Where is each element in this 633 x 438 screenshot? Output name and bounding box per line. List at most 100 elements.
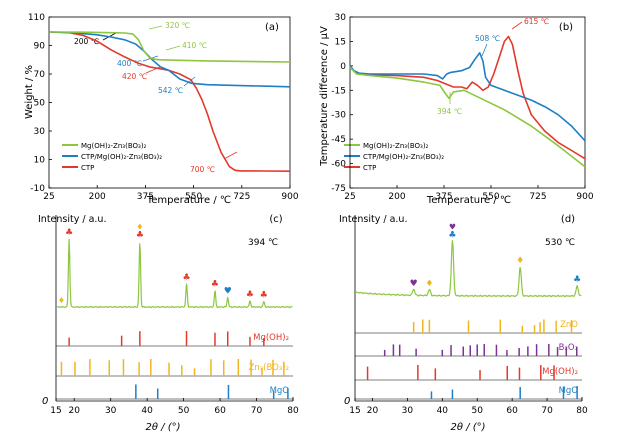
panel-a-annotations: 200 ℃ 320 ℃ 410 ℃ 400 ℃ 420 ℃ 542 ℃ 700 … bbox=[74, 21, 238, 174]
xtick-label-c-6: 70 bbox=[251, 406, 263, 416]
ytick-label-a-0: -10 bbox=[30, 184, 45, 194]
ann-a-410: 410 ℃ bbox=[182, 41, 207, 50]
xtick-label-d-4: 50 bbox=[472, 406, 484, 416]
peak-marker-c-0: ♣ bbox=[65, 228, 73, 238]
series-b-1-line bbox=[349, 51, 586, 142]
xtick-label-b-3: 550 bbox=[482, 192, 499, 202]
ytick-label-a-2: 30 bbox=[34, 127, 46, 137]
panel-d-xrd-chart: Intensity / a.u. 2θ / (°) (d) 530 ℃ 0 15… bbox=[339, 214, 588, 433]
xtick-label-c-0: 15 bbox=[50, 406, 61, 416]
panel-b-xlabel: Temperature / ℃ bbox=[426, 195, 511, 206]
panel-b-dta-chart: Temperature difference / μV Temperature … bbox=[319, 13, 594, 206]
ytick-label-b-4: -15 bbox=[331, 86, 346, 96]
panel-a-ylabel: Weight / % bbox=[24, 65, 35, 119]
ann-a-420: 420 ℃ bbox=[122, 72, 147, 81]
ann-b-615-arrow bbox=[511, 21, 523, 30]
xtick-label-d-5: 60 bbox=[506, 406, 518, 416]
xtick-label-a-1: 200 bbox=[89, 192, 106, 202]
ann-a-400: 400 ℃ bbox=[117, 59, 142, 68]
panel-c-xlabel: 2θ / (°) bbox=[145, 422, 180, 433]
panel-d-pattern-line bbox=[355, 240, 582, 298]
ytick-label-a-5: 90 bbox=[34, 42, 46, 52]
ann-a-700-arrow bbox=[223, 151, 238, 160]
panel-a-tga-chart: Weight / % Temperature / ℃ (a) Mg(OH)₂-Z… bbox=[24, 13, 299, 206]
panel-d-ylabel: Intensity / a.u. bbox=[339, 214, 407, 225]
xtick-label-d-0: 15 bbox=[349, 406, 360, 416]
panel-d-temperature: 530 ℃ bbox=[545, 238, 575, 248]
panel-c-xrd-chart: Intensity / a.u. 2θ / (°) (c) 394 ℃ 0 15… bbox=[38, 214, 299, 433]
panel-c-label: (c) bbox=[269, 214, 282, 225]
ytick-label-a-4: 70 bbox=[34, 70, 46, 80]
xtick-label-a-5: 900 bbox=[281, 192, 298, 202]
legend-a-2-label: CTP bbox=[81, 164, 94, 172]
ytick-label-b-3: -30 bbox=[331, 111, 346, 121]
legend-a-1-label: CTP/Mg(OH)₂-Zn₃(BO₃)₂ bbox=[81, 153, 162, 161]
xtick-label-d-1: 20 bbox=[367, 406, 379, 416]
legend-b-2-label: CTP bbox=[363, 164, 376, 172]
ann-a-410-arrow bbox=[165, 45, 181, 51]
xtick-label-b-0: 25 bbox=[344, 192, 355, 202]
ann-b-508: 508 ℃ bbox=[475, 34, 500, 43]
legend-b-0-label: Mg(OH)₂-Zn₃(BO₃)₂ bbox=[363, 142, 429, 150]
ann-a-542: 542 ℃ bbox=[158, 86, 183, 95]
peak-extra-marker-d-2: ♥ bbox=[449, 222, 456, 231]
side-marker-c-0: ♦ bbox=[58, 296, 65, 305]
peak-marker-c-3: ♣ bbox=[211, 280, 219, 290]
xtick-label-c-2: 30 bbox=[105, 406, 117, 416]
xtick-label-a-0: 25 bbox=[43, 192, 54, 202]
legend-b-1-label: CTP/Mg(OH)₂-Zn₃(BO₃)₂ bbox=[363, 153, 444, 161]
peak-marker-c-4: ♥ bbox=[224, 286, 232, 296]
ytick-label-b-2: -45 bbox=[331, 135, 346, 145]
peak-marker-d-0: ♥ bbox=[410, 279, 418, 289]
panel-a-legend: Mg(OH)₂-Zn₃(BO₃)₂ CTP/Mg(OH)₂-Zn₃(BO₃)₂ … bbox=[62, 142, 162, 172]
panel-d-label: (d) bbox=[561, 214, 575, 225]
peak-marker-c-6: ♣ bbox=[260, 291, 268, 301]
xtick-label-b-5: 900 bbox=[576, 192, 593, 202]
ann-a-700: 700 ℃ bbox=[190, 165, 215, 174]
ytick-label-b-1: -60 bbox=[331, 160, 346, 170]
ytick-label-b-6: 15 bbox=[335, 37, 346, 47]
xtick-label-c-7: 80 bbox=[287, 406, 299, 416]
peak-marker-d-2: ♣ bbox=[448, 230, 456, 240]
xtick-label-b-4: 725 bbox=[529, 192, 546, 202]
panel-c-zero: 0 bbox=[42, 396, 48, 407]
ref-label-d-2: Mg(OH)₂ bbox=[542, 367, 578, 377]
panel-c-temperature: 394 ℃ bbox=[248, 238, 278, 248]
xtick-label-d-6: 70 bbox=[541, 406, 553, 416]
panel-a-label: (a) bbox=[265, 22, 279, 33]
xtick-label-b-1: 200 bbox=[388, 192, 405, 202]
panel-c-ylabel: Intensity / a.u. bbox=[38, 214, 106, 225]
ann-b-394: 394 ℃ bbox=[437, 107, 462, 116]
panel-c-pattern-line bbox=[56, 238, 293, 309]
peak-marker-c-1: ♣ bbox=[136, 231, 144, 241]
panel-a-xlabel: Temperature / ℃ bbox=[146, 195, 231, 206]
ref-label-d-3: MgO bbox=[559, 386, 579, 396]
series-b-2-line bbox=[349, 35, 586, 160]
ytick-label-a-1: 10 bbox=[34, 156, 46, 166]
peak-marker-c-2: ♣ bbox=[182, 273, 190, 283]
peak-extra-marker-c-1: ♦ bbox=[136, 223, 143, 232]
ann-a-320-arrow bbox=[148, 25, 163, 30]
ref-label-d-0: ZnO bbox=[560, 320, 578, 330]
ytick-label-a-6: 110 bbox=[28, 13, 45, 23]
peak-marker-c-5: ♣ bbox=[246, 290, 254, 300]
panel-d-zero: 0 bbox=[344, 396, 350, 407]
panel-b-label: (b) bbox=[559, 22, 573, 33]
xtick-label-d-7: 80 bbox=[576, 406, 588, 416]
ytick-label-b-0: -75 bbox=[331, 184, 346, 194]
legend-a-0-label: Mg(OH)₂-Zn₃(BO₃)₂ bbox=[81, 142, 147, 150]
xtick-label-c-5: 60 bbox=[214, 406, 226, 416]
ytick-label-b-7: 30 bbox=[335, 13, 347, 23]
ann-a-542-arrow bbox=[183, 76, 196, 87]
panel-b-frame bbox=[349, 16, 586, 189]
ytick-label-a-3: 50 bbox=[34, 99, 46, 109]
xtick-label-c-1: 20 bbox=[69, 406, 81, 416]
ref-label-c-0: Mg(OH)₂ bbox=[253, 333, 289, 343]
series-b-0-line bbox=[349, 66, 586, 168]
ref-label-c-1: Zn₃(BO₃)₂ bbox=[249, 363, 289, 373]
xtick-label-a-4: 725 bbox=[233, 192, 250, 202]
xtick-label-c-3: 40 bbox=[141, 406, 153, 416]
ann-b-615: 615 ℃ bbox=[524, 17, 549, 26]
xtick-label-a-2: 375 bbox=[137, 192, 154, 202]
